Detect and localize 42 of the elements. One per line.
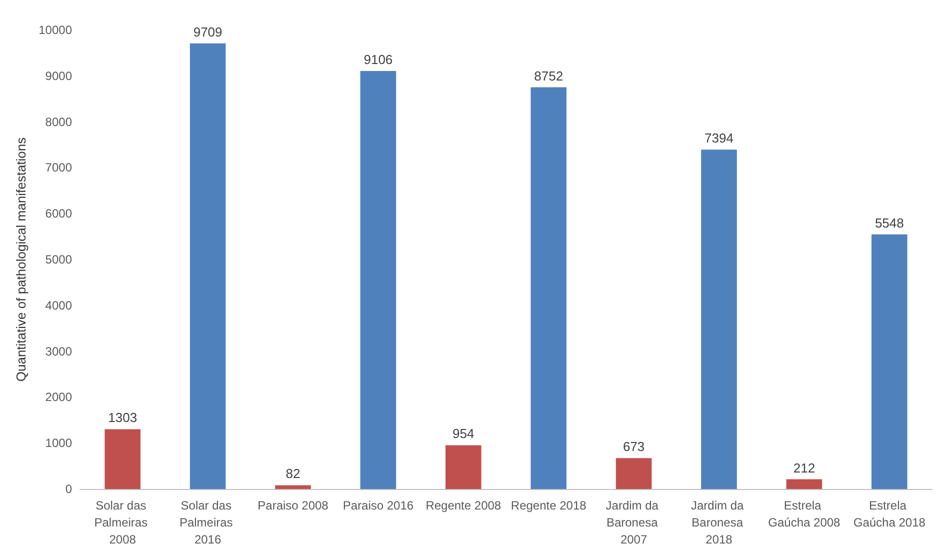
y-tick-label: 7000: [45, 160, 72, 175]
bar: [360, 71, 396, 489]
bar: [446, 445, 482, 489]
data-label: 82: [286, 466, 300, 482]
y-tick-label: 10000: [38, 23, 72, 37]
bar: [872, 234, 908, 489]
x-tick-label: Paraiso 2016: [342, 498, 414, 512]
x-tick-label: Regente 2008: [426, 498, 502, 512]
data-label: 673: [622, 439, 645, 454]
data-label: 7394: [704, 130, 734, 146]
bar: [530, 87, 566, 489]
x-tick-label: Solar das Palmeiras 2016: [179, 498, 236, 546]
y-tick-label: 1000: [45, 436, 72, 450]
y-tick-label: 8000: [45, 114, 72, 129]
y-tick-label: 9000: [45, 68, 72, 83]
data-label: 5548: [874, 215, 904, 230]
y-tick-label: 6000: [45, 206, 72, 221]
data-label: 212: [793, 460, 816, 476]
data-label: 9709: [193, 24, 222, 40]
bar: [701, 150, 737, 489]
x-tick-label: Jardim da Baronesa 2018: [690, 498, 748, 546]
y-tick-label: 3000: [45, 344, 72, 358]
y-tick-label: 0: [65, 482, 72, 496]
x-tick-label: Estrela Gaúcha 2018: [853, 498, 926, 530]
bar: [275, 485, 311, 489]
bar: [104, 429, 140, 489]
x-tick-label: Estrela Gaúcha 2008: [768, 498, 841, 530]
data-label: 8752: [534, 68, 564, 84]
bar: [786, 479, 822, 489]
x-tick-label: Solar das Palmeiras 2008: [94, 498, 151, 546]
bar: [190, 43, 226, 489]
bar: [616, 458, 652, 489]
data-label: 954: [452, 426, 474, 442]
x-tick-label: Regente 2018: [510, 498, 587, 512]
y-tick-label: 5000: [45, 252, 72, 266]
x-tick-label: Jardim da Baronesa 2007: [606, 498, 662, 546]
y-tick-label: 2000: [45, 390, 72, 404]
y-axis-title: Quantitative of pathological manifestations: [14, 136, 29, 382]
y-tick-label: 4000: [45, 298, 72, 312]
data-label: 9106: [364, 52, 393, 68]
data-label: 1303: [108, 410, 138, 426]
x-tick-label: Paraiso 2008: [258, 498, 329, 512]
